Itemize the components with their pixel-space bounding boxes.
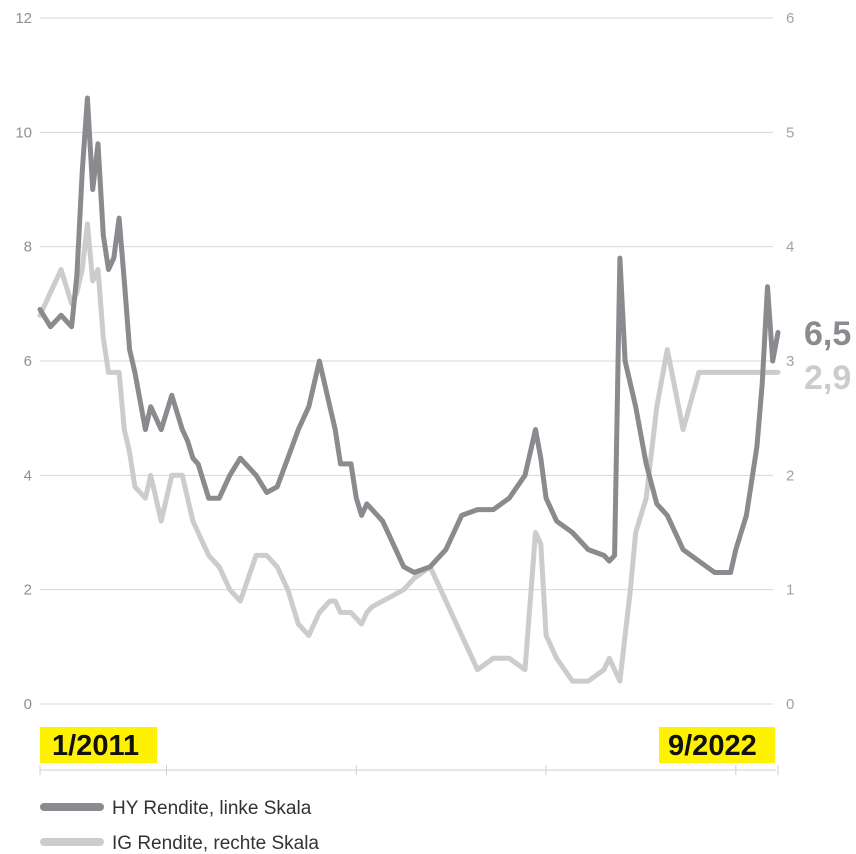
right-tick-label: 0: [786, 696, 794, 713]
end-date-label: 9/2022: [668, 730, 757, 762]
ig-yield-line: [37, 221, 781, 684]
right-tick-label: 4: [786, 239, 794, 256]
left-tick-label: 4: [24, 467, 32, 484]
right-tick-label: 1: [786, 582, 794, 599]
x-axis: [39, 765, 779, 775]
right-tick-label: 5: [786, 124, 794, 141]
start-date-label: 1/2011: [52, 730, 139, 762]
left-tick-label: 0: [24, 696, 32, 713]
left-tick-label: 8: [24, 239, 32, 256]
left-tick-label: 12: [15, 10, 32, 27]
right-tick-label: 6: [786, 10, 794, 27]
left-tick-label: 10: [15, 124, 32, 141]
legend: HY Rendite, linke Skala IG Rendite, rech…: [40, 798, 319, 854]
left-axis-ticks: 0 2 4 6 8 10 12: [15, 10, 32, 713]
hy-end-value-label: 6,5: [804, 315, 851, 353]
hy-yield-line: [37, 95, 781, 575]
gridlines: [40, 17, 773, 705]
right-axis-ticks: 0 1 2 3 4 5 6: [786, 10, 794, 713]
right-tick-label: 3: [786, 353, 794, 370]
ig-end-value-label: 2,9: [804, 359, 851, 397]
end-date-highlight: [659, 727, 775, 763]
legend-ig-label: IG Rendite, rechte Skala: [112, 833, 319, 854]
left-tick-label: 6: [24, 353, 32, 370]
left-tick-label: 2: [24, 582, 32, 599]
right-tick-label: 2: [786, 467, 794, 484]
legend-hy-label: HY Rendite, linke Skala: [112, 798, 312, 819]
start-date-highlight: [40, 727, 157, 763]
